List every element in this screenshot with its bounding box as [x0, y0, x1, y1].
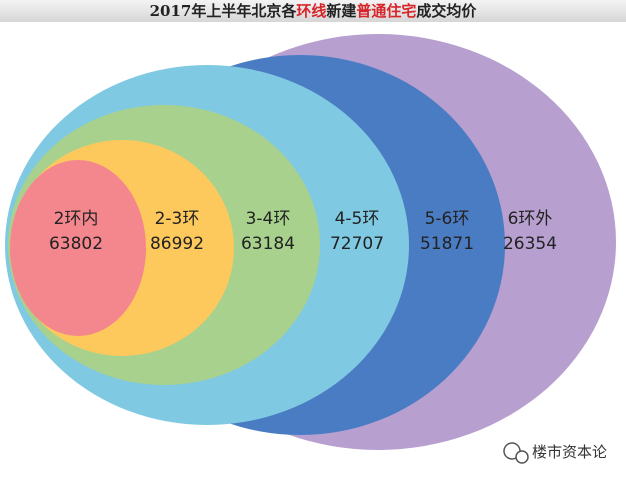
ring-label: 5-6环	[425, 209, 470, 229]
value-label: 63184	[241, 234, 295, 254]
watermark: 楼市资本论	[532, 443, 607, 461]
ring-label: 2-3环	[155, 209, 200, 229]
rings: 2环内 63802 2-3环 86992 3-4环 63184 4-5环 72707 5-6环 5…	[5, 34, 616, 450]
watermark-icon	[503, 442, 529, 464]
title-part: 成交均价	[416, 2, 477, 20]
title-part: 2017年上半年北京各	[149, 2, 297, 20]
ring-label: 6环外	[508, 209, 553, 229]
title-part: 新建	[326, 2, 357, 20]
value-label: 72707	[330, 234, 384, 254]
value-label: 86992	[150, 234, 204, 254]
chart-title: 2017年上半年北京各环线新建普通住宅成交均价	[0, 0, 626, 22]
value-label: 51871	[420, 234, 474, 254]
title-part: 环线	[296, 2, 327, 20]
ring	[10, 160, 146, 336]
title-part: 普通住宅	[356, 2, 417, 20]
value-label: 63802	[49, 234, 103, 254]
ring-label: 2环内	[54, 209, 99, 229]
value-label: 26354	[503, 234, 557, 254]
ring-label: 3-4环	[246, 209, 291, 229]
ring-label: 4-5环	[335, 209, 380, 229]
